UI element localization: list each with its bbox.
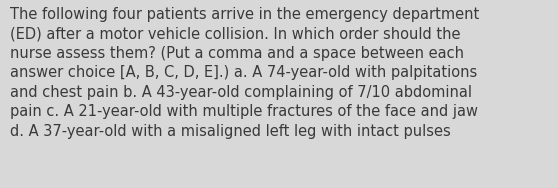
Text: The following four patients arrive in the emergency department
(ED) after a moto: The following four patients arrive in th… <box>10 7 479 139</box>
